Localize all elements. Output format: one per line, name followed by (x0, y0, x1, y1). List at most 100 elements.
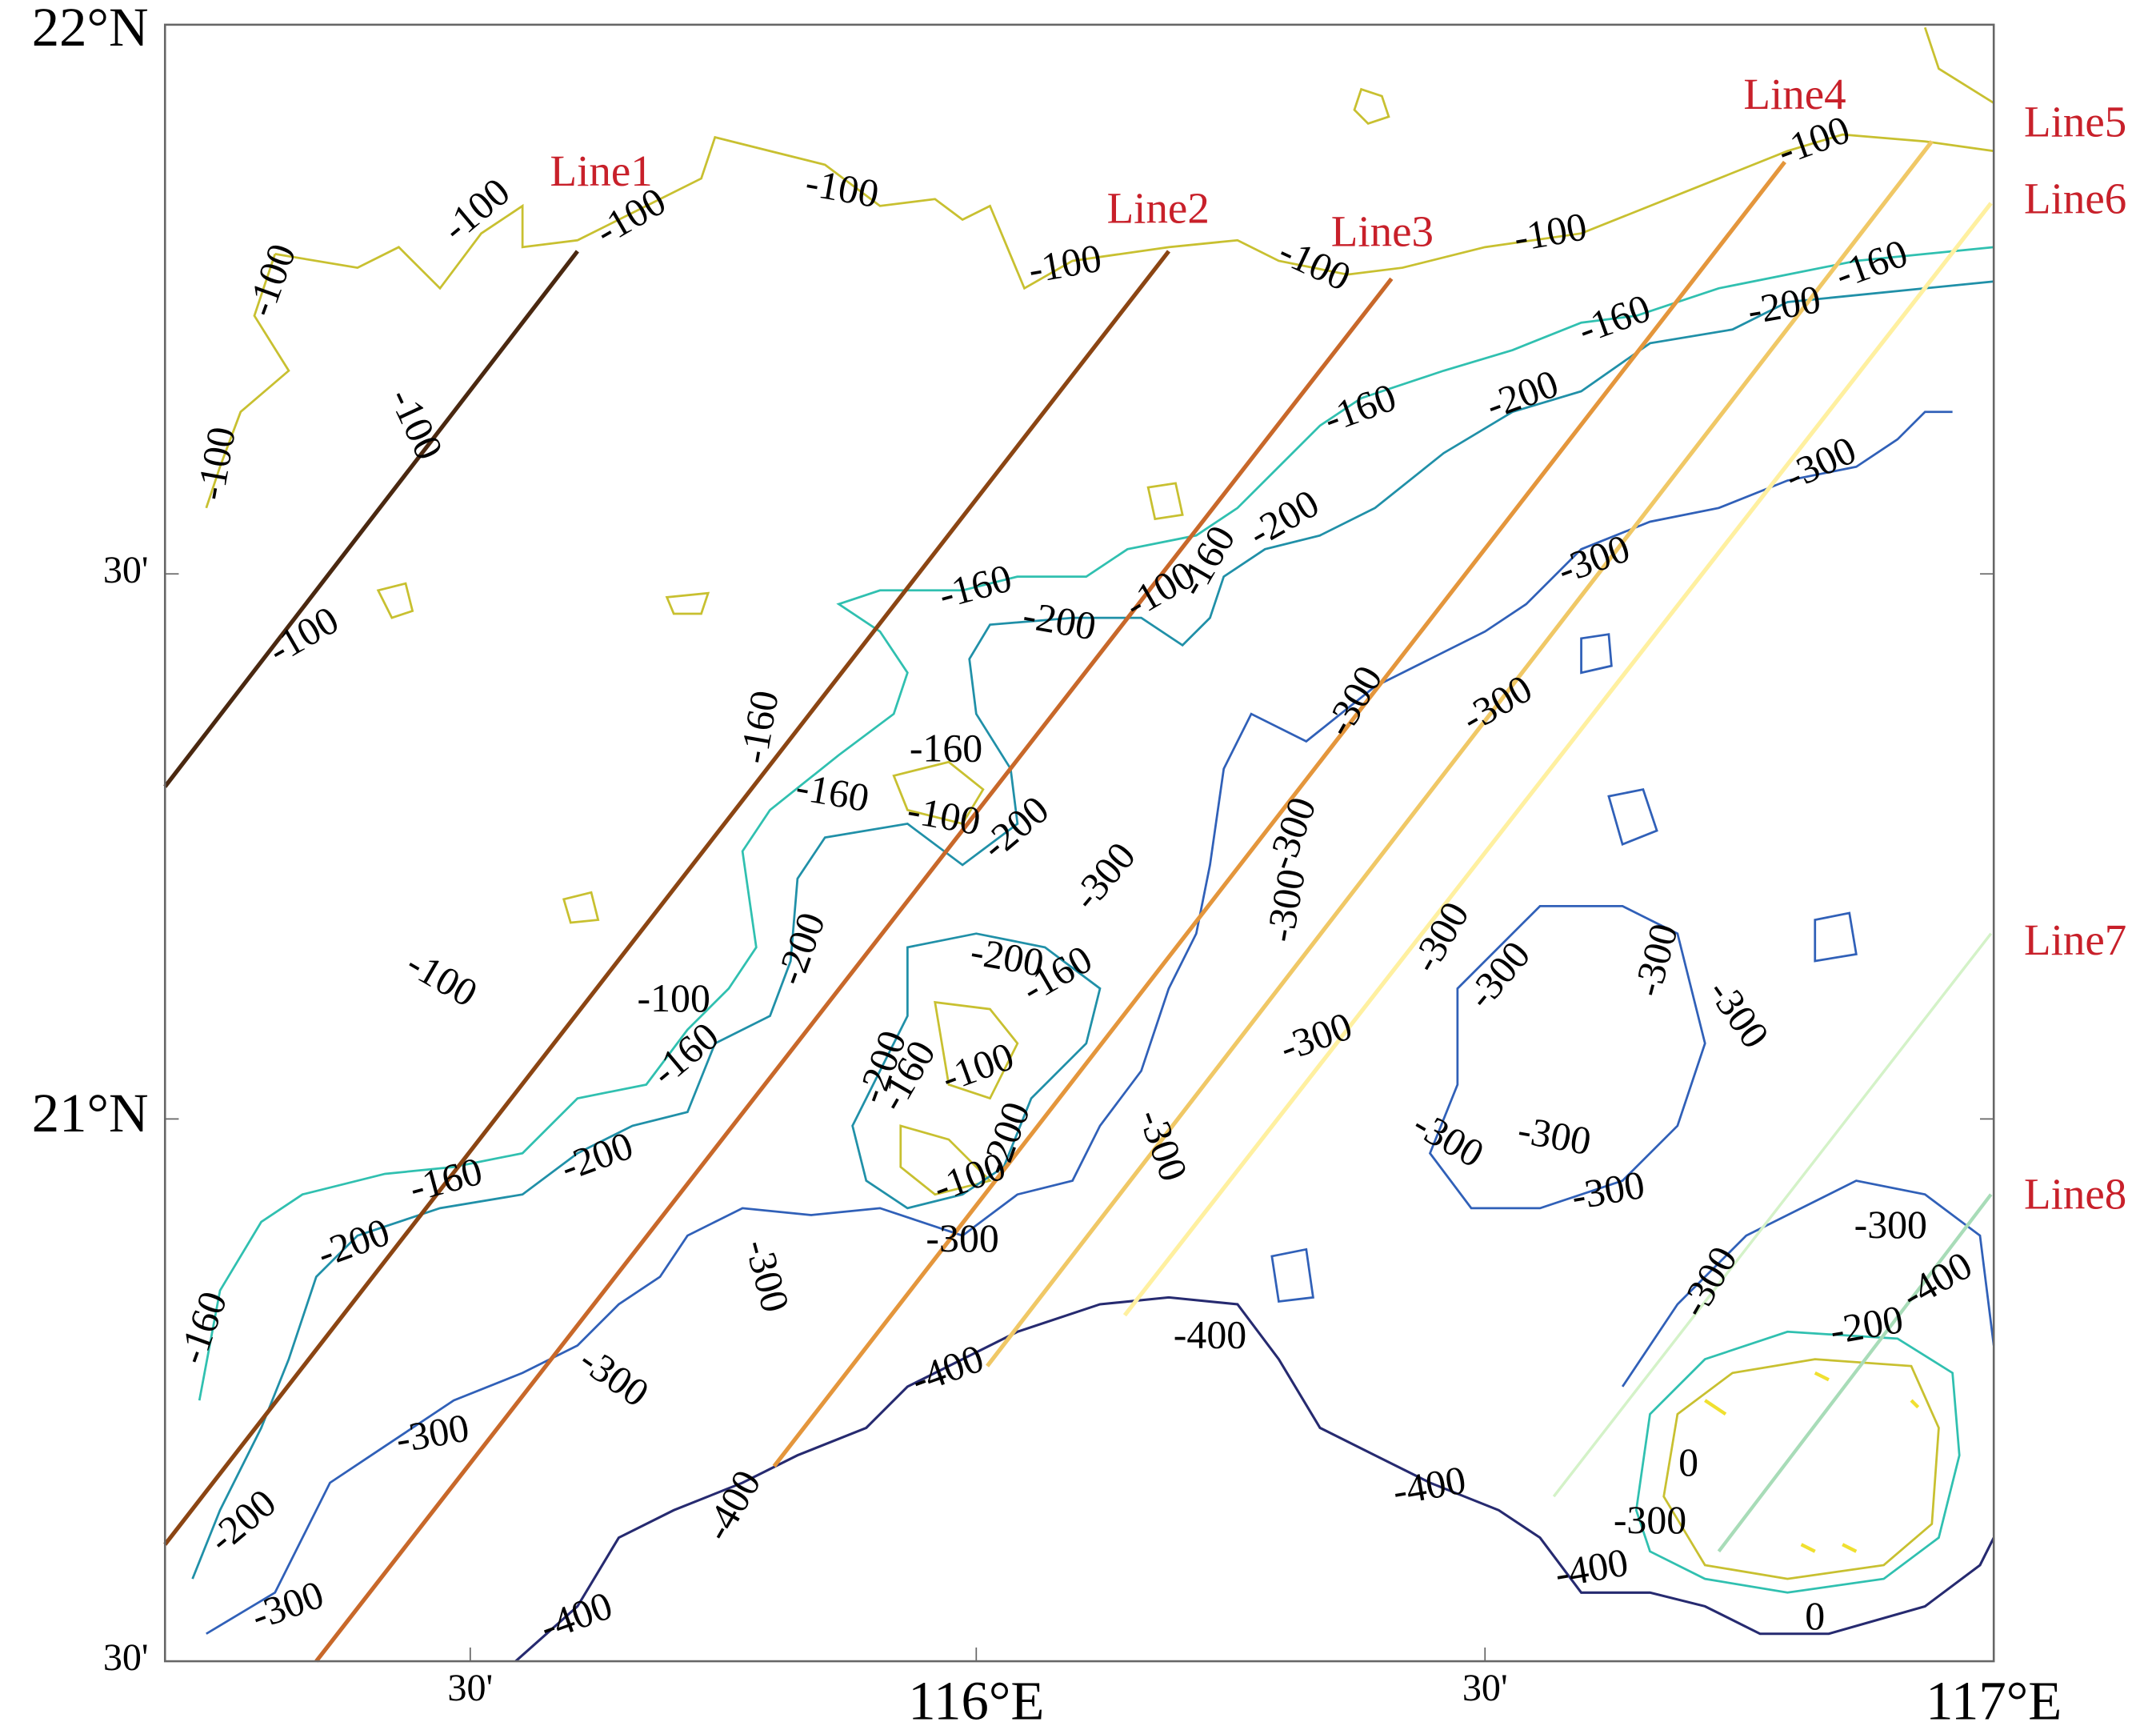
survey-line (986, 140, 1934, 1368)
contour-100 (274, 133, 1994, 290)
contour-100 (899, 1124, 993, 1196)
contour-160 (198, 246, 1994, 1401)
contour-label: -300 (1274, 1003, 1358, 1070)
contour-label: -200 (555, 1123, 639, 1190)
contour-label: -300 (1458, 933, 1539, 1017)
contour-label: -100 (188, 423, 244, 503)
contour-label: -300 (1568, 1163, 1648, 1219)
contour-label: -100 (1025, 236, 1105, 292)
contour-100 (562, 891, 600, 924)
survey-line-label: Line2 (1107, 184, 1210, 233)
contour-100 (892, 760, 985, 826)
contour-label: -200 (1480, 361, 1564, 427)
contour-label: -300 (1699, 971, 1777, 1056)
contour-label: -160 (642, 1014, 726, 1095)
survey-line-label: Line5 (2024, 97, 2126, 146)
y-tick-label: 22°N (32, 0, 149, 58)
survey-line (163, 250, 1170, 1546)
contour-label: -100 (381, 382, 452, 467)
y-tick-label: 30' (103, 549, 149, 591)
contour-label: -100 (802, 160, 882, 216)
contour-label: -160 (910, 727, 982, 771)
contour-label: -300 (1258, 791, 1325, 875)
contour-300 (1621, 1179, 1995, 1388)
contour-label: -300 (1614, 1498, 1686, 1542)
contour-label: -160 (1318, 375, 1402, 442)
contour-label: -160 (934, 556, 1016, 618)
contour-label: -300 (393, 1405, 473, 1461)
x-tick-label: 30' (1462, 1667, 1508, 1709)
contour-100 (1923, 26, 1994, 104)
contour-0 (1704, 1371, 1920, 1553)
contour-label: -400 (534, 1583, 618, 1649)
contours (191, 26, 1995, 1663)
contour-label: -200 (200, 1480, 284, 1561)
contour-label: -400 (1390, 1458, 1470, 1514)
contour-label: -200 (1744, 277, 1824, 333)
contour-label: -300 (1406, 1102, 1491, 1176)
contour-label: -300 (1063, 834, 1144, 918)
contour-label: -100 (238, 238, 304, 322)
x-tick-label: 116°E (908, 1670, 1044, 1731)
contour-label: -300 (1625, 919, 1686, 1001)
contour-label: -100 (936, 1034, 1020, 1100)
contour-label: -300 (1854, 1203, 1927, 1247)
contour-label: -300 (246, 1572, 330, 1639)
contour-label: -100 (434, 170, 518, 250)
contour-label: -300 (1454, 667, 1540, 741)
survey-line (314, 277, 1394, 1663)
survey-line (1122, 202, 1993, 1317)
contour-100 (665, 591, 710, 615)
survey-line-label: Line8 (2024, 1169, 2126, 1218)
contour-400 (514, 1295, 1995, 1663)
contour-label: -100 (399, 941, 485, 1015)
contour-label: -300 (1778, 428, 1862, 499)
contour-100 (934, 1000, 1019, 1100)
contour-300 (1270, 1247, 1314, 1304)
contour-label: -160 (405, 1149, 486, 1211)
contour-label: 0 (1678, 1440, 1698, 1484)
contour-label: -300 (1258, 866, 1314, 945)
contour-200 (851, 932, 1102, 1210)
contour-label: -300 (1316, 659, 1390, 743)
contour-100 (205, 253, 290, 509)
contour-label: -100 (261, 598, 346, 672)
contour-label: -300 (736, 1235, 798, 1316)
contour-label: -300 (1671, 1239, 1746, 1324)
contour-100 (376, 582, 414, 619)
contour-label: -300 (1403, 895, 1478, 979)
contour-label: -200 (767, 907, 834, 990)
survey-line (772, 160, 1786, 1468)
contour-300 (1814, 911, 1858, 963)
contour-label: -300 (926, 1216, 998, 1260)
survey-line (163, 250, 579, 788)
contour-label: -400 (906, 1336, 990, 1403)
survey-lines (163, 140, 1993, 1663)
contour-label: -160 (170, 1286, 236, 1369)
x-tick-label: 117°E (1926, 1670, 2062, 1731)
contour-label: -160 (1830, 230, 1914, 297)
contour-label: -100 (1510, 204, 1590, 260)
contour-300 (206, 410, 1953, 1635)
contour-label: -300 (1130, 1103, 1196, 1187)
contour-160 (1634, 1330, 1961, 1594)
contour-label: -400 (1552, 1540, 1632, 1596)
contour-label: -300 (1552, 526, 1636, 592)
map-frame (163, 23, 1995, 1663)
y-tick-label: 30' (103, 1636, 149, 1679)
contour-label: -400 (1174, 1312, 1246, 1356)
contour-100 (1146, 482, 1184, 521)
survey-line-label: Line7 (2024, 915, 2126, 964)
contour-label: -200 (1826, 1297, 1906, 1353)
survey-line-label: Line4 (1743, 70, 1846, 118)
contour-label: 0 (1805, 1594, 1825, 1638)
survey-line (1552, 932, 1993, 1498)
contour-300 (1607, 787, 1658, 847)
y-tick-label: 21°N (32, 1083, 149, 1143)
contour-200 (191, 280, 1994, 1580)
contour-label: -300 (1514, 1107, 1594, 1163)
contour-label: -100 (638, 976, 710, 1020)
survey-line-label: Line1 (550, 146, 653, 195)
